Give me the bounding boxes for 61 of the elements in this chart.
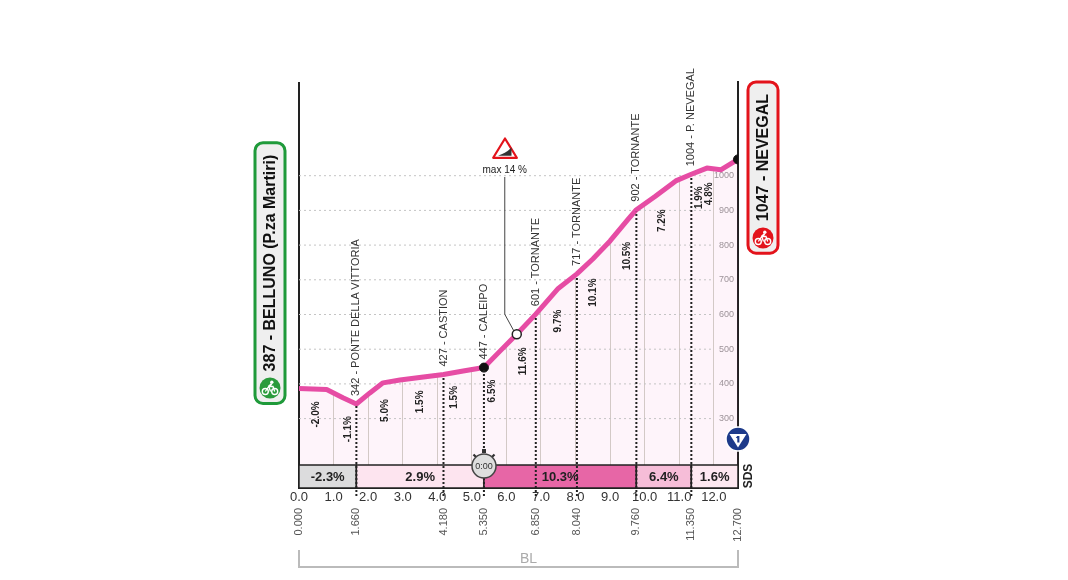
x-tick-label: 11.0	[667, 489, 692, 505]
annotation: max 14 %	[482, 163, 528, 175]
y-tick-label: 300	[718, 413, 734, 424]
band-label: 6.4%	[649, 469, 680, 485]
y-tick-label: 700	[718, 274, 734, 285]
y-tick-label: 800	[718, 239, 734, 250]
y-tick-label: 500	[718, 343, 734, 354]
band-label: 10.3%	[541, 469, 580, 485]
x-tick-label: 10.0	[632, 489, 658, 505]
annotation: 0:00	[474, 461, 494, 471]
x2-tick-label: 6.850	[528, 508, 541, 536]
x-tick-label: 6.0	[497, 489, 516, 505]
x-tick-label: 0.0	[289, 489, 309, 505]
annotation: 717 - TORNANTE	[569, 177, 582, 266]
x-tick-label: 4.0	[428, 489, 447, 505]
x2-tick-label: 11.350	[684, 508, 697, 541]
x-tick-label: 1.0	[324, 489, 343, 505]
annotation: 1.9%	[693, 186, 705, 210]
x2-tick-label: 1.660	[349, 508, 362, 536]
annotation: 902 - TORNANTE	[629, 113, 642, 202]
x2-tick-label: 4.180	[436, 508, 449, 536]
x-tick-label: 7.0	[531, 489, 551, 505]
x2-tick-label: 0.000	[292, 508, 305, 536]
text: SDS	[741, 463, 756, 489]
y-tick-label: 400	[718, 378, 734, 389]
x2-tick-label: 9.760	[629, 508, 642, 536]
x2-tick-label: 12.700	[731, 508, 744, 542]
annotation: 447 - CALEIPO	[476, 283, 489, 360]
y-tick-label: 600	[718, 308, 734, 319]
annotation: 5.0%	[379, 399, 391, 422]
annotation: 10.5%	[621, 241, 633, 271]
x-tick-label: 3.0	[393, 489, 412, 505]
annotation: 1047 - NEVEGAL	[754, 93, 772, 222]
annotation: 7.2%	[655, 209, 667, 233]
x-tick-label: 2.0	[359, 489, 378, 505]
annotation: 1004 - P. NEVEGAL	[684, 68, 697, 167]
annotation: 1.5%	[448, 385, 460, 409]
annotation: 9.7%	[552, 309, 563, 333]
band-label: 1.6%	[699, 469, 730, 485]
annotation: 1.5%	[413, 390, 425, 414]
text: BL	[519, 549, 538, 566]
annotation: 387 - BELLUNO (P.za Martiri)	[261, 154, 279, 372]
annotation: -1.1%	[342, 415, 354, 443]
band-label: 2.9%	[405, 469, 436, 485]
y-tick-label: 1000	[713, 170, 734, 181]
annotation: 4.8%	[702, 182, 714, 206]
x2-tick-label: 8.040	[569, 508, 582, 536]
x-tick-label: 5.0	[462, 489, 481, 505]
annotation: 10.1%	[586, 278, 598, 307]
annotation: 6.5%	[485, 379, 497, 403]
x-tick-label: 9.0	[601, 489, 620, 505]
annotation: 342 - PONTE DELLA VITTORIA	[349, 238, 362, 397]
x-tick-label: 12.0	[701, 489, 727, 505]
y-tick-label: 900	[718, 204, 734, 215]
x2-tick-label: 5.350	[476, 508, 489, 536]
x-tick-label: 8.0	[566, 489, 585, 505]
annotation: 601 - TORNANTE	[528, 217, 541, 307]
annotation: -2.0%	[310, 401, 322, 428]
annotation: 427 - CASTION	[436, 289, 449, 367]
band-label: -2.3%	[310, 469, 346, 485]
annotation: 11.6%	[517, 347, 529, 376]
